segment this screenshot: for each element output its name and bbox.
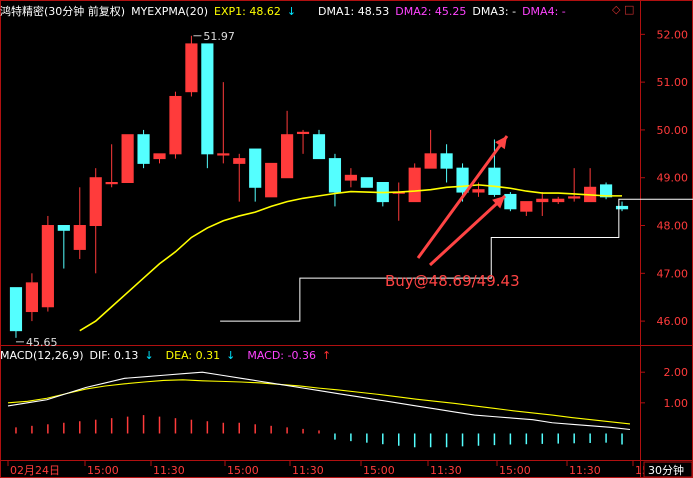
candle-body xyxy=(57,225,70,231)
candle-body xyxy=(456,167,469,193)
dma1-value: DMA1: 48.53 xyxy=(318,5,390,18)
candle-body xyxy=(599,184,613,198)
candle-body xyxy=(105,182,118,185)
price-tick-label: 48.00 xyxy=(657,220,689,233)
price-tick-label: 52.00 xyxy=(657,28,689,41)
period-label: 30分钟 xyxy=(648,463,684,477)
candle-body xyxy=(41,225,54,308)
macd-tick-label: 2.00 xyxy=(664,366,689,379)
buy-label: Buy@48.69/49.43 xyxy=(385,272,520,290)
dma1-line xyxy=(220,198,693,322)
arrow-down-icon: ↓ xyxy=(286,5,297,18)
candle-body xyxy=(344,174,357,181)
arrow-down-icon: ↓ xyxy=(144,349,154,362)
time-tick-label: 15:00 xyxy=(363,464,395,477)
candle-body xyxy=(9,287,23,332)
candle-body xyxy=(73,225,86,250)
candle-body xyxy=(424,153,437,169)
candle-body xyxy=(615,205,629,210)
candle-body xyxy=(89,177,102,227)
candle-body xyxy=(249,148,262,188)
macd-tick-label: 1.00 xyxy=(664,397,689,410)
buy-arrow-lower xyxy=(428,194,507,267)
price-tick-label: 50.00 xyxy=(657,124,689,137)
period-box xyxy=(643,461,693,478)
candle-body xyxy=(153,153,166,160)
dif-line xyxy=(7,371,631,431)
arrow-up-icon: ↑ xyxy=(321,349,332,362)
dif-value: DIF: 0.13 ↓ xyxy=(89,349,154,362)
dea-line xyxy=(7,379,631,425)
candle-body xyxy=(185,43,198,93)
candle-body xyxy=(440,153,453,169)
chart-header: 鸿特精密(30分钟 前复权) MYEXPMA(20) EXP1: 48.62 ↓ DMA… xyxy=(0,2,640,22)
candle-body xyxy=(137,134,150,164)
price-tick-label: 49.00 xyxy=(657,172,689,185)
price-tick-label: 46.00 xyxy=(657,315,689,328)
time-tick-label: 11:30 xyxy=(430,464,462,477)
candle-body xyxy=(217,153,230,156)
time-tick-label: 11:30 xyxy=(292,464,324,477)
time-tick-label: 11:30 xyxy=(153,464,185,477)
time-tick-label: 15:00 xyxy=(499,464,531,477)
candle-body xyxy=(312,134,326,160)
buy-arrow-lower-head xyxy=(492,196,505,209)
candle-body xyxy=(121,134,134,184)
dma3-value: DMA3: - xyxy=(472,5,517,18)
buy-arrow-upper xyxy=(416,135,509,259)
low-label: 45.65 xyxy=(26,336,57,349)
buy-arrow-upper-head xyxy=(495,136,507,150)
candle-body xyxy=(520,201,533,212)
candle-body xyxy=(408,167,421,203)
indicator-name: MYEXPMA(20) xyxy=(131,5,209,18)
macd-header: MACD(12,26,9) DIF: 0.13 ↓ DEA: 0.31 ↓ MACD: -… xyxy=(0,346,640,366)
dma4-value: DMA4: - xyxy=(522,5,566,18)
candle-body xyxy=(504,193,517,210)
candle-body xyxy=(360,177,373,188)
candle-body xyxy=(536,198,549,203)
candle-body xyxy=(296,131,310,135)
exp1-value: EXP1: 48.62 ↓ xyxy=(214,5,302,18)
candle-body xyxy=(281,134,294,179)
time-tick-label: 15:00 xyxy=(87,464,119,477)
candle-body xyxy=(472,189,485,193)
exp1-line xyxy=(79,184,623,332)
macd-name: MACD(12,26,9) xyxy=(0,349,84,362)
price-tick-label: 47.00 xyxy=(657,267,689,280)
dea-value: DEA: 0.31 ↓ xyxy=(165,349,236,362)
candle-body xyxy=(169,95,182,155)
time-tick-label: 02月24日 xyxy=(10,464,60,477)
arrow-down-icon: ↓ xyxy=(226,349,236,362)
candle-body xyxy=(25,282,39,313)
candle-body xyxy=(568,196,581,199)
price-tick-label: 51.00 xyxy=(657,76,689,89)
instrument-title: 鸿特精密(30分钟 前复权) xyxy=(0,5,126,18)
candle-body xyxy=(201,43,214,155)
dma2-value: DMA2: 45.25 xyxy=(395,5,467,18)
candle-body xyxy=(328,158,342,193)
candle-body xyxy=(552,198,565,203)
time-tick-label: 11:30 xyxy=(569,464,601,477)
window-controls-icon[interactable]: ◇ □ xyxy=(612,3,635,16)
macd-value: MACD: -0.36 ↑ xyxy=(247,349,332,362)
high-label: 51.97 xyxy=(203,30,235,43)
candle-body xyxy=(488,167,501,195)
candle-body xyxy=(265,162,278,198)
time-tick-label: 15:00 xyxy=(227,464,259,477)
candle-body xyxy=(233,158,246,164)
